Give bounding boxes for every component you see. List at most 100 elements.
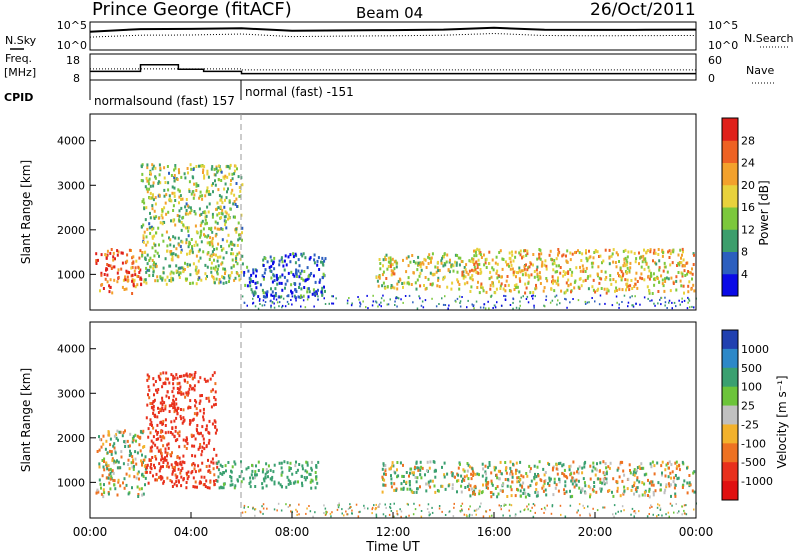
- velocity-cell: [144, 476, 147, 480]
- power-cell: [493, 304, 496, 307]
- power-cell: [375, 300, 377, 303]
- power-cell: [508, 256, 511, 260]
- velocity-cell: [213, 396, 216, 399]
- velocity-cell: [189, 384, 192, 388]
- velocity-cell: [434, 490, 437, 494]
- velocity-cell: [111, 457, 114, 461]
- velocity-cell: [457, 473, 460, 477]
- power-cell: [551, 299, 554, 302]
- power-cell: [198, 207, 201, 211]
- power-cell: [543, 263, 546, 267]
- velocity-cell: [379, 502, 381, 505]
- velocity-cell: [142, 458, 145, 462]
- velocity-cell: [178, 430, 181, 434]
- velocity-cell: [183, 378, 186, 382]
- velocity-cell: [668, 466, 670, 470]
- velocity-cell: [373, 504, 375, 507]
- velocity-cell: [496, 476, 499, 480]
- power-cell: [211, 230, 214, 234]
- power-cell: [211, 242, 214, 246]
- power-cell: [570, 273, 573, 277]
- velocity-cell: [678, 464, 681, 468]
- velocity-cell: [474, 492, 476, 496]
- power-cell: [382, 294, 384, 297]
- velocity-cell: [575, 483, 578, 487]
- power-cell: [431, 272, 434, 276]
- velocity-cell: [221, 465, 224, 468]
- velocity-cell: [557, 462, 560, 466]
- power-cell: [634, 282, 637, 286]
- velocity-cell: [190, 471, 193, 475]
- velocity-cell: [355, 503, 358, 506]
- velocity-cell: [192, 434, 195, 438]
- velocity-cell: [122, 462, 125, 466]
- velocity-cell: [498, 477, 501, 481]
- power-cell: [456, 297, 459, 300]
- power-cell: [280, 256, 283, 260]
- power-cell: [287, 255, 290, 259]
- velocity-cell: [653, 472, 656, 476]
- power-cell: [529, 291, 532, 295]
- power-cell: [172, 209, 175, 212]
- velocity-cell: [164, 447, 167, 451]
- power-cell: [630, 250, 633, 254]
- velocity-cell: [510, 470, 513, 474]
- power-cell: [149, 196, 152, 200]
- velocity-cell: [207, 396, 210, 400]
- power-cell: [259, 298, 261, 301]
- power-cell: [104, 253, 107, 257]
- velocity-cell: [477, 507, 480, 510]
- velocity-cell: [667, 475, 670, 479]
- velocity-cell: [494, 466, 497, 470]
- velocity-cell: [674, 474, 677, 477]
- power-cell: [246, 304, 248, 307]
- velocity-cell: [135, 476, 138, 480]
- velocity-cell: [664, 488, 667, 492]
- power-cell: [543, 286, 546, 290]
- power-cell: [484, 261, 487, 265]
- velocity-cell: [298, 463, 301, 466]
- power-cell: [621, 274, 624, 278]
- power-cell: [545, 277, 548, 280]
- velocity-cell: [175, 480, 178, 484]
- power-cell: [224, 198, 226, 202]
- velocity-cell: [506, 495, 509, 498]
- power-cell: [652, 251, 655, 255]
- power-cell: [181, 240, 184, 244]
- power-cell: [214, 179, 216, 183]
- velocity-cell: [167, 465, 170, 469]
- velocity-cell: [147, 393, 149, 397]
- velocity-cell: [290, 510, 292, 513]
- velocity-cell: [471, 514, 473, 517]
- power-cell: [468, 259, 471, 263]
- power-cell: [99, 289, 101, 293]
- power-ytick-label: 2000: [57, 224, 85, 237]
- power-cell: [112, 251, 115, 255]
- velocity-cell: [105, 463, 108, 467]
- velocity-cell: [254, 508, 257, 511]
- velocity-cell: [629, 469, 631, 472]
- power-cell: [217, 206, 220, 210]
- power-cell: [227, 165, 230, 169]
- velocity-cell: [519, 489, 522, 493]
- velocity-cell: [519, 460, 522, 464]
- power-cell: [212, 182, 214, 186]
- power-cell: [214, 234, 217, 238]
- velocity-cell: [175, 484, 178, 488]
- power-cell: [217, 164, 220, 168]
- velocity-cell: [650, 504, 652, 507]
- power-cell: [431, 252, 434, 256]
- velocity-cell: [602, 460, 605, 464]
- power-cell: [145, 243, 148, 247]
- power-cell: [405, 256, 408, 260]
- velocity-cell: [202, 437, 205, 441]
- power-cell: [158, 173, 161, 177]
- power-cell: [427, 262, 430, 265]
- power-cell: [428, 256, 431, 260]
- velocity-cell: [223, 471, 225, 475]
- power-colorbar-label: Power [dB]: [757, 180, 771, 245]
- velocity-cell: [510, 504, 513, 507]
- velocity-cell: [462, 477, 464, 481]
- power-cell: [393, 272, 396, 276]
- velocity-cell: [254, 473, 256, 477]
